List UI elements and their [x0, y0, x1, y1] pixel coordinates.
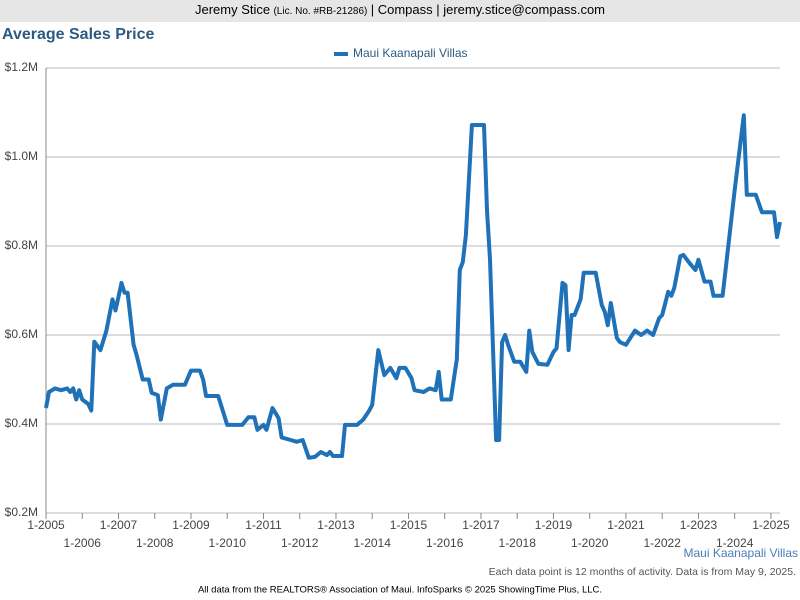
x-tick-label: 1-2022	[644, 536, 682, 550]
x-tick-label: 1-2019	[535, 518, 573, 532]
legend-label: Maui Kaanapali Villas	[353, 46, 468, 60]
note: Each data point is 12 months of activity…	[489, 566, 796, 578]
header-bar	[0, 0, 800, 22]
x-tick-label: 1-2006	[64, 536, 102, 550]
y-tick-label: $1.2M	[5, 60, 38, 74]
x-tick-label: 1-2018	[499, 536, 537, 550]
y-tick-label: $0.6M	[5, 327, 38, 341]
y-tick-label: $0.8M	[5, 238, 38, 252]
series-label: Maui Kaanapali Villas	[683, 546, 798, 560]
x-tick-label: 1-2020	[571, 536, 609, 550]
x-tick-label: 1-2021	[607, 518, 645, 532]
x-tick-label: 1-2009	[172, 518, 210, 532]
x-tick-label: 1-2025	[752, 518, 790, 532]
chart-title: Average Sales Price	[2, 26, 155, 43]
y-tick-label: $0.4M	[5, 416, 38, 430]
footer: All data from the REALTORS® Association …	[198, 585, 602, 596]
x-tick-label: 1-2013	[317, 518, 355, 532]
x-tick-label: 1-2014	[354, 536, 392, 550]
x-tick-label: 1-2007	[100, 518, 138, 532]
header: Jeremy Stice (Lic. No. #RB-21286) | Comp…	[195, 2, 605, 17]
y-tick-label: $1.0M	[5, 149, 38, 163]
header-license: (Lic. No. #RB-21286)	[273, 6, 367, 17]
x-tick-label: 1-2012	[281, 536, 319, 550]
x-tick-label: 1-2023	[680, 518, 718, 532]
y-tick-label: $0.2M	[5, 505, 38, 519]
x-tick-label: 1-2016	[426, 536, 464, 550]
x-tick-label: 1-2010	[209, 536, 247, 550]
header-name: Jeremy Stice	[195, 2, 270, 17]
x-tick-label: 1-2011	[245, 518, 282, 532]
x-tick-label: 1-2015	[390, 518, 428, 532]
x-tick-label: 1-2008	[136, 536, 174, 550]
header-text: | Compass | jeremy.stice@compass.com	[371, 2, 605, 17]
x-tick-label: 1-2017	[462, 518, 500, 532]
series-line	[44, 113, 782, 460]
x-tick-label: 1-2005	[27, 518, 65, 532]
x-tick-label: 1-2024	[716, 536, 754, 550]
